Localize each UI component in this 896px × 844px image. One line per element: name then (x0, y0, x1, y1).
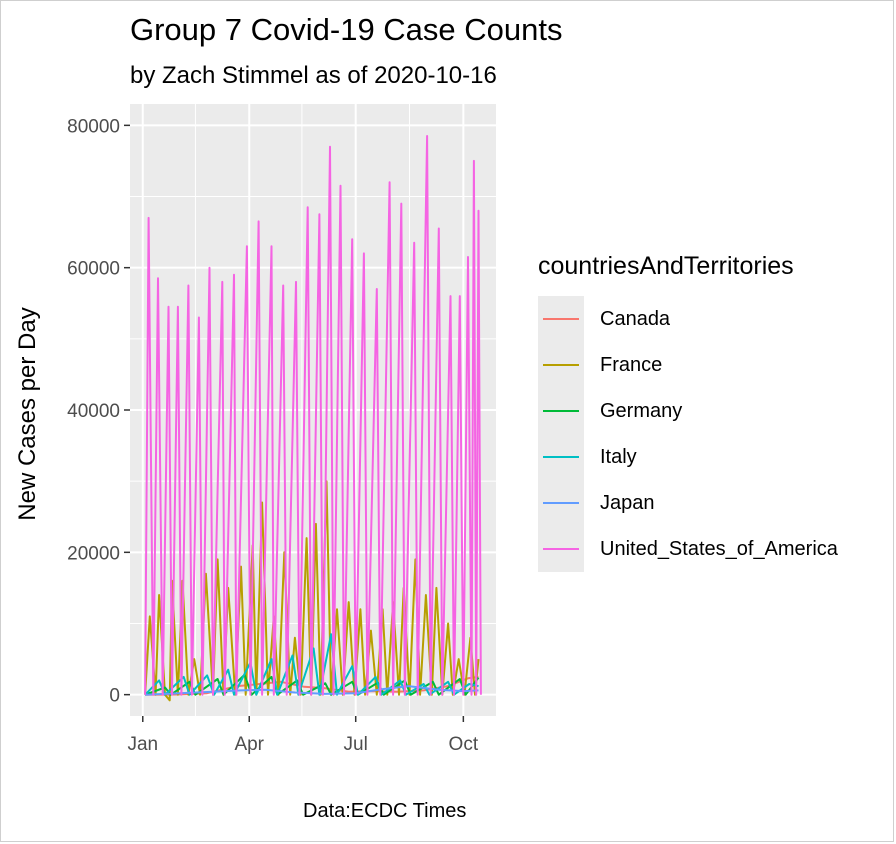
legend-label: Canada (600, 308, 671, 330)
series-line-italy (144, 633, 479, 696)
legend-swatch (543, 318, 579, 320)
legend-label: Japan (600, 492, 655, 514)
y-tick-label: 20000 (67, 543, 120, 564)
legend-swatch (543, 502, 579, 504)
legend-label: France (600, 354, 663, 376)
y-tick-label: 80000 (67, 116, 120, 137)
series-line-united-states-of-america (144, 135, 482, 696)
legend-item-germany: Germany (538, 388, 896, 434)
legend-key (538, 342, 584, 388)
legend-label: Italy (600, 446, 637, 468)
legend-key (538, 434, 584, 480)
legend-swatch (543, 364, 579, 366)
legend-title: countriesAndTerritories (538, 252, 794, 280)
legend-item-italy: Italy (538, 434, 896, 480)
chart-caption: Data:ECDC Times (303, 800, 467, 822)
legend-key (538, 388, 584, 434)
legend-key (538, 296, 584, 342)
legend-label: Germany (600, 400, 683, 422)
legend-item-france: France (538, 342, 896, 388)
y-tick-label: 0 (109, 686, 120, 707)
legend-swatch (543, 410, 579, 412)
legend-label: United_States_of_America (600, 538, 838, 560)
legend-swatch (543, 548, 579, 550)
series-lines (144, 135, 482, 702)
x-tick-label: Apr (234, 734, 264, 755)
legend-item-canada: Canada (538, 296, 896, 342)
y-tick-label: 60000 (67, 259, 120, 280)
legend-item-japan: Japan (538, 480, 896, 526)
legend-swatch (543, 456, 579, 458)
axes: 0 20000 40000 60000 80000 Jan Apr Jul Oct (67, 116, 479, 755)
chart-subtitle: by Zach Stimmel as of 2020-10-16 (130, 62, 497, 89)
y-tick-label: 40000 (67, 401, 120, 422)
x-tick-label: Jan (127, 734, 158, 755)
legend-item-united-states-of-america: United_States_of_America (538, 526, 896, 572)
legend-key (538, 526, 584, 572)
legend-key (538, 480, 584, 526)
x-tick-label: Oct (449, 734, 479, 755)
x-tick-label: Jul (344, 734, 368, 755)
chart-title: Group 7 Covid-19 Case Counts (130, 12, 563, 47)
